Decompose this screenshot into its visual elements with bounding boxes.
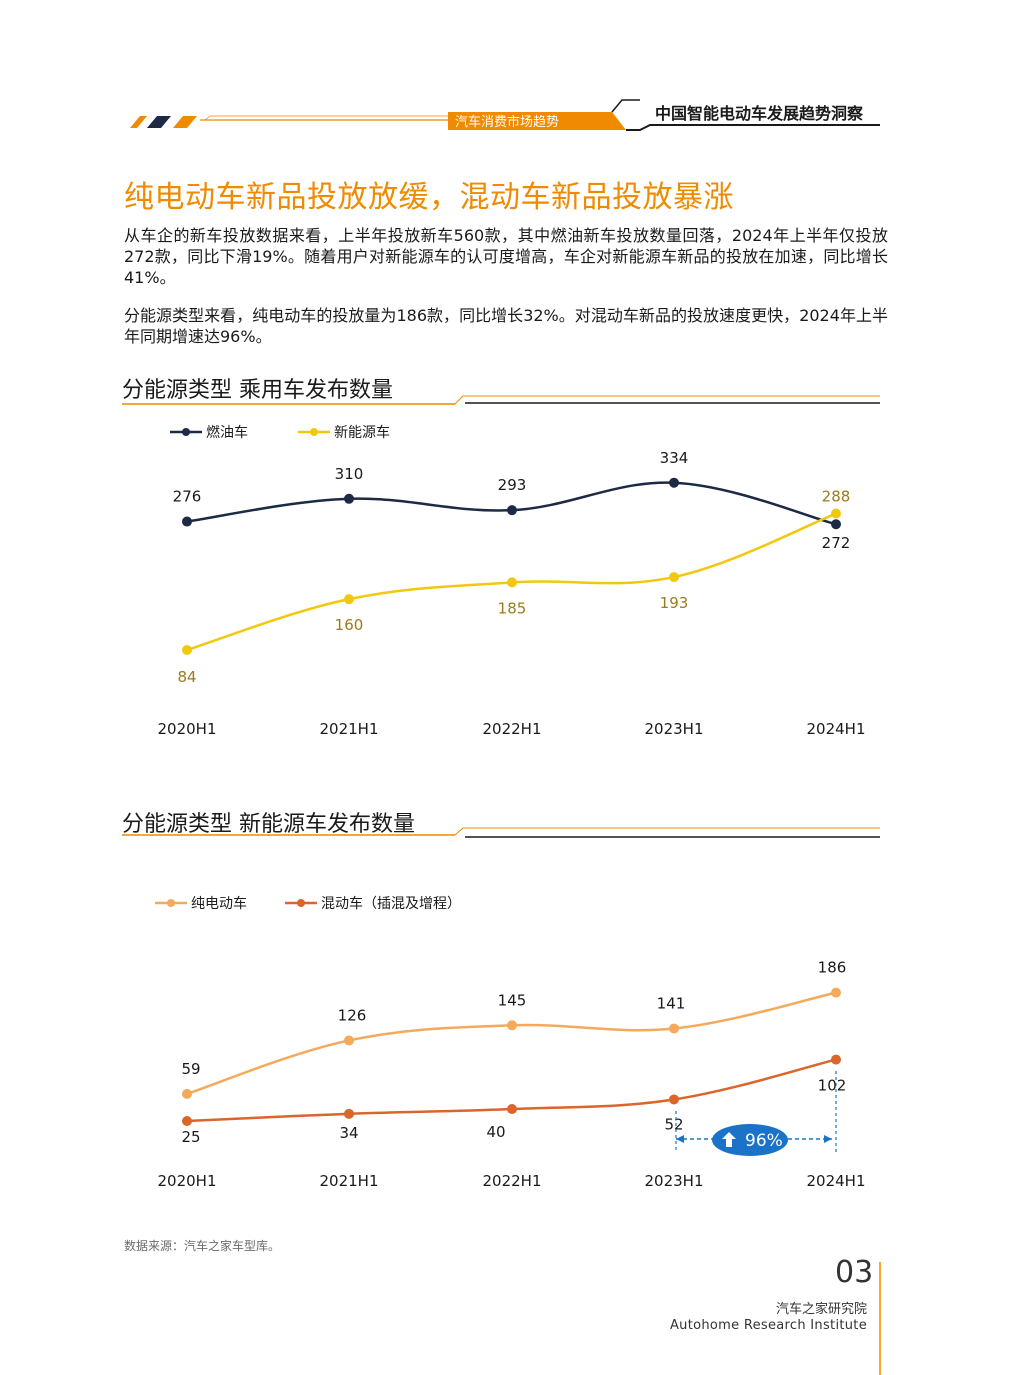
up-arrow-icon (722, 1132, 736, 1147)
data-label-0-4: 272 (822, 534, 851, 552)
data-label-0-4: 186 (818, 959, 847, 977)
data-point-1-4 (831, 1054, 841, 1065)
data-label-0-0: 276 (173, 488, 202, 506)
legend-marker-1 (297, 899, 305, 907)
legend-label-0: 燃油车 (206, 424, 248, 441)
brand-name-en: Autohome Research Institute (669, 1318, 867, 1333)
data-label-1-4: 102 (818, 1077, 847, 1095)
header-stripes (130, 116, 197, 128)
chart-new-energy-cars: 纯电动车 混动车（插混及增程） 59 126 145 141 186 25 34 40 52 102 2… (155, 895, 866, 1190)
data-label-0-3: 141 (657, 994, 686, 1012)
data-label-1-0: 84 (177, 668, 196, 686)
data-point-1-1 (344, 594, 354, 605)
data-point-1-4 (831, 508, 841, 519)
data-label-0-3: 334 (660, 449, 689, 467)
legend-label-1: 混动车（插混及增程） (321, 895, 461, 912)
chart-passenger-cars: 燃油车 新能源车 276 310 293 334 272 84 160 185 193 288 2020… (158, 424, 866, 738)
data-label-1-1: 160 (335, 616, 364, 634)
footer-accent-line (879, 1262, 881, 1375)
page-header: 汽车消费市场趋势 中国智能电动车发展趋势洞察 (130, 99, 880, 131)
x-tick-label-3: 2023H1 (645, 1172, 704, 1190)
data-point-0-3 (669, 1023, 679, 1034)
x-tick-label-4: 2024H1 (807, 1172, 866, 1190)
page-title: 纯电动车新品投放放缓，混动车新品投放暴涨 (124, 180, 734, 215)
brand-name-cn: 汽车之家研究院 (775, 1302, 867, 1317)
data-source: 数据来源：汽车之家车型库。 (124, 1239, 281, 1253)
data-point-1-2 (507, 577, 517, 588)
data-point-1-0 (182, 645, 192, 655)
legend-marker-0 (167, 899, 175, 907)
x-tick-label-4: 2024H1 (807, 720, 866, 738)
data-point-0-2 (507, 1020, 517, 1031)
data-label-1-1: 34 (339, 1124, 358, 1142)
x-tick-label-2: 2022H1 (483, 1172, 542, 1190)
data-point-0-0 (182, 1088, 192, 1099)
section-tag-bg (448, 112, 626, 130)
data-label-0-2: 293 (498, 476, 527, 494)
paragraph-2: 分能源类型来看，纯电动车的投放量为186款，同比增长32%。对混动车新品的投放速… (124, 306, 888, 346)
data-label-1-4: 288 (822, 488, 851, 506)
x-tick-label-2: 2022H1 (483, 720, 542, 738)
data-label-1-2: 40 (486, 1123, 505, 1141)
x-tick-label-1: 2021H1 (320, 1172, 379, 1190)
data-point-1-1 (344, 1108, 354, 1119)
data-label-0-1: 310 (335, 465, 364, 483)
section-2-underline (122, 827, 880, 838)
paragraph-1: 从车企的新车投放数据来看，上半年投放新车560款，其中燃油新车投放数量回落，20… (124, 226, 888, 287)
growth-badge (712, 1124, 788, 1156)
data-label-1-2: 185 (498, 599, 527, 617)
legend-label-1: 新能源车 (334, 424, 390, 441)
section-1-title: 分能源类型 乘用车发布数量 (122, 378, 393, 403)
data-point-0-4 (831, 987, 841, 998)
page-number: 03 (835, 1255, 874, 1290)
data-point-0-0 (182, 516, 192, 527)
data-point-1-0 (182, 1116, 192, 1126)
x-tick-label-3: 2023H1 (645, 720, 704, 738)
data-label-1-0: 25 (181, 1128, 200, 1146)
legend-marker-1 (310, 428, 318, 436)
legend-label-0: 纯电动车 (191, 895, 247, 912)
data-label-0-2: 145 (498, 991, 527, 1009)
x-tick-label-1: 2021H1 (320, 720, 379, 738)
growth-badge-text: 96% (745, 1131, 783, 1151)
section-tag: 汽车消费市场趋势 (455, 114, 559, 130)
data-label-0-1: 126 (338, 1006, 367, 1024)
data-point-0-3 (669, 477, 679, 488)
data-point-0-1 (344, 1035, 354, 1046)
legend-marker-0 (182, 428, 190, 436)
data-point-0-4 (831, 519, 841, 530)
data-point-1-3 (669, 572, 679, 583)
data-point-1-3 (669, 1094, 679, 1105)
data-point-0-2 (507, 505, 517, 516)
section-2-title: 分能源类型 新能源车发布数量 (122, 812, 415, 837)
x-tick-label-0: 2020H1 (158, 1172, 217, 1190)
section-1-underline (122, 395, 880, 405)
data-label-1-3: 193 (660, 594, 689, 612)
growth-arrowhead-left (676, 1135, 684, 1143)
data-point-1-2 (507, 1104, 517, 1115)
data-point-0-1 (344, 493, 354, 504)
data-label-0-0: 59 (181, 1060, 200, 1078)
x-tick-label-0: 2020H1 (158, 720, 217, 738)
growth-arrowhead-right (824, 1135, 832, 1143)
report-title: 中国智能电动车发展趋势洞察 (655, 104, 864, 123)
data-label-1-3: 52 (664, 1115, 683, 1133)
